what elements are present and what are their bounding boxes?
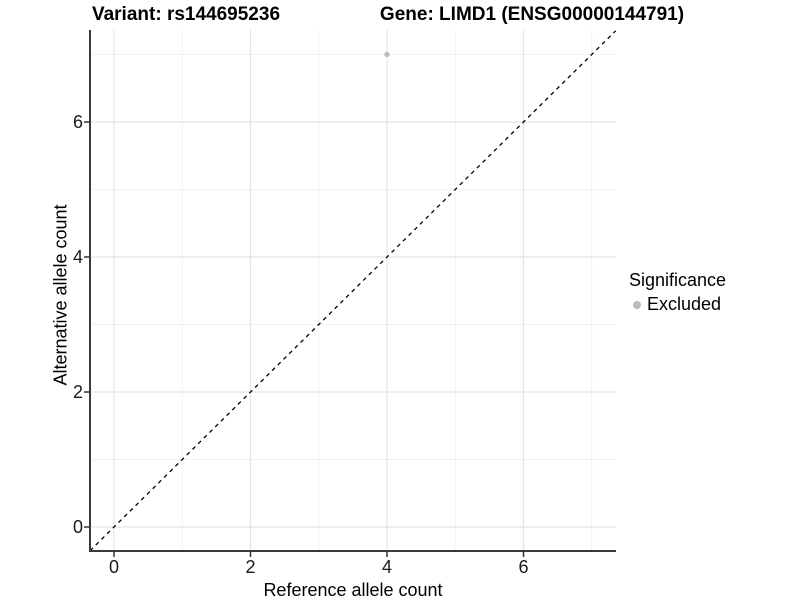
gridlines-minor <box>90 30 616 551</box>
plot-title-gene: Gene: LIMD1 (ENSG00000144791) <box>379 4 685 25</box>
y-tick-label-2: 2 <box>72 382 83 402</box>
data-points <box>384 51 390 58</box>
y-tick-label-6: 6 <box>72 112 83 132</box>
legend-point-icon <box>633 300 641 309</box>
y-axis-title: Alternative allele count <box>50 204 71 386</box>
legend-entry-label: Excluded <box>647 294 722 314</box>
x-tick-label-0: 0 <box>108 557 119 577</box>
legend-title: Significance <box>629 270 727 290</box>
x-tick-label-2: 2 <box>245 557 256 577</box>
x-tick-label-6: 6 <box>518 557 529 577</box>
legend-entry-excluded: Excluded <box>629 294 726 315</box>
x-axis-title: Reference allele count <box>263 580 443 600</box>
y-tick-label-0: 0 <box>72 517 83 537</box>
data-point <box>384 51 390 58</box>
x-tick-label-4: 4 <box>381 557 392 577</box>
gridlines-major <box>90 30 616 551</box>
y-tick-label-4: 4 <box>72 247 83 267</box>
legend: Significance Excluded <box>629 270 726 315</box>
plot-title-variant: Variant: rs144695236 <box>91 4 281 25</box>
tick-marks <box>84 121 525 557</box>
identity-reference-line <box>89 30 617 552</box>
